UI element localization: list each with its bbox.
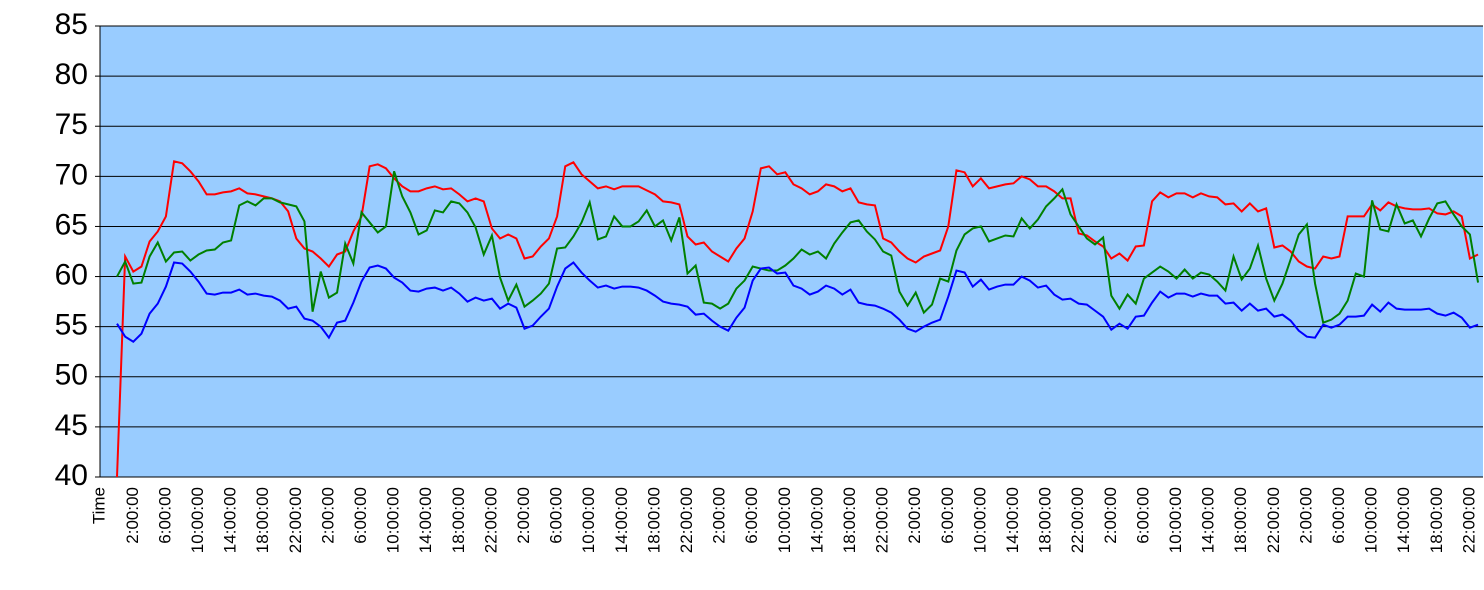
x-tick-label: 14:00:00 (612, 487, 631, 553)
y-tick-label: 45 (55, 409, 88, 442)
x-tick-label: 22:00:00 (1264, 487, 1283, 553)
x-tick-label: 14:00:00 (416, 487, 435, 553)
x-tick-label: 6:00:00 (1329, 487, 1348, 544)
y-tick-label: 55 (55, 309, 88, 342)
x-tick-label: 2:00:00 (318, 487, 337, 544)
x-tick-label: 2:00:00 (1101, 487, 1120, 544)
x-tick-label: 10:00:00 (384, 487, 403, 553)
x-tick-label: 18:00:00 (644, 487, 663, 553)
y-tick-label: 80 (55, 58, 88, 91)
x-tick-label: 10:00:00 (1166, 487, 1185, 553)
x-tick-label: 2:00:00 (905, 487, 924, 544)
x-tick-label: 18:00:00 (840, 487, 859, 553)
x-tick-label: 22:00:00 (873, 487, 892, 553)
line-series (116, 171, 1480, 325)
y-tick-label: 50 (55, 359, 88, 392)
x-tick-label: 18:00:00 (1231, 487, 1250, 553)
y-tick-label: 60 (55, 258, 88, 291)
x-tick-label: 2:00:00 (710, 487, 729, 544)
x-tick-label: 22:00:00 (481, 487, 500, 553)
x-tick-label: 22:00:00 (1459, 487, 1478, 553)
x-tick-label: 10:00:00 (188, 487, 207, 553)
plot-area (100, 26, 1483, 477)
x-tick-label: 10:00:00 (775, 487, 794, 553)
x-tick-label: 2:00:00 (1296, 487, 1315, 544)
x-tick-label: 14:00:00 (807, 487, 826, 553)
x-tick-label: 6:00:00 (547, 487, 566, 544)
x-tick-label: Time (89, 487, 108, 524)
x-tick-label: 18:00:00 (1036, 487, 1055, 553)
y-tick-label: 75 (55, 108, 88, 141)
x-tick-label: 6:00:00 (742, 487, 761, 544)
x-tick-label: 6:00:00 (351, 487, 370, 544)
line-series (116, 261, 1479, 343)
x-tick-label: 14:00:00 (221, 487, 240, 553)
x-tick-label: 2:00:00 (514, 487, 533, 544)
x-tick-label: 14:00:00 (1394, 487, 1413, 553)
x-tick-label: 10:00:00 (970, 487, 989, 553)
x-tick-label: 2:00:00 (123, 487, 142, 544)
x-tick-label: 18:00:00 (449, 487, 468, 553)
y-tick-label: 70 (55, 158, 88, 191)
x-tick-label: 22:00:00 (1068, 487, 1087, 553)
x-tick-label: 14:00:00 (1003, 487, 1022, 553)
x-tick-label: 18:00:00 (1427, 487, 1446, 553)
x-tick-label: 6:00:00 (155, 487, 174, 544)
x-tick-label: 6:00:00 (938, 487, 957, 544)
y-tick-label: 40 (55, 459, 88, 492)
x-tick-label: 18:00:00 (253, 487, 272, 553)
x-tick-label: 10:00:00 (579, 487, 598, 553)
x-tick-label: 10:00:00 (1362, 487, 1381, 553)
x-tick-label: 22:00:00 (286, 487, 305, 553)
y-tick-label: 65 (55, 208, 88, 241)
x-tick-label: 14:00:00 (1199, 487, 1218, 553)
y-tick-label: 85 (55, 8, 88, 41)
x-tick-label: 6:00:00 (1133, 487, 1152, 544)
x-tick-label: 22:00:00 (677, 487, 696, 553)
